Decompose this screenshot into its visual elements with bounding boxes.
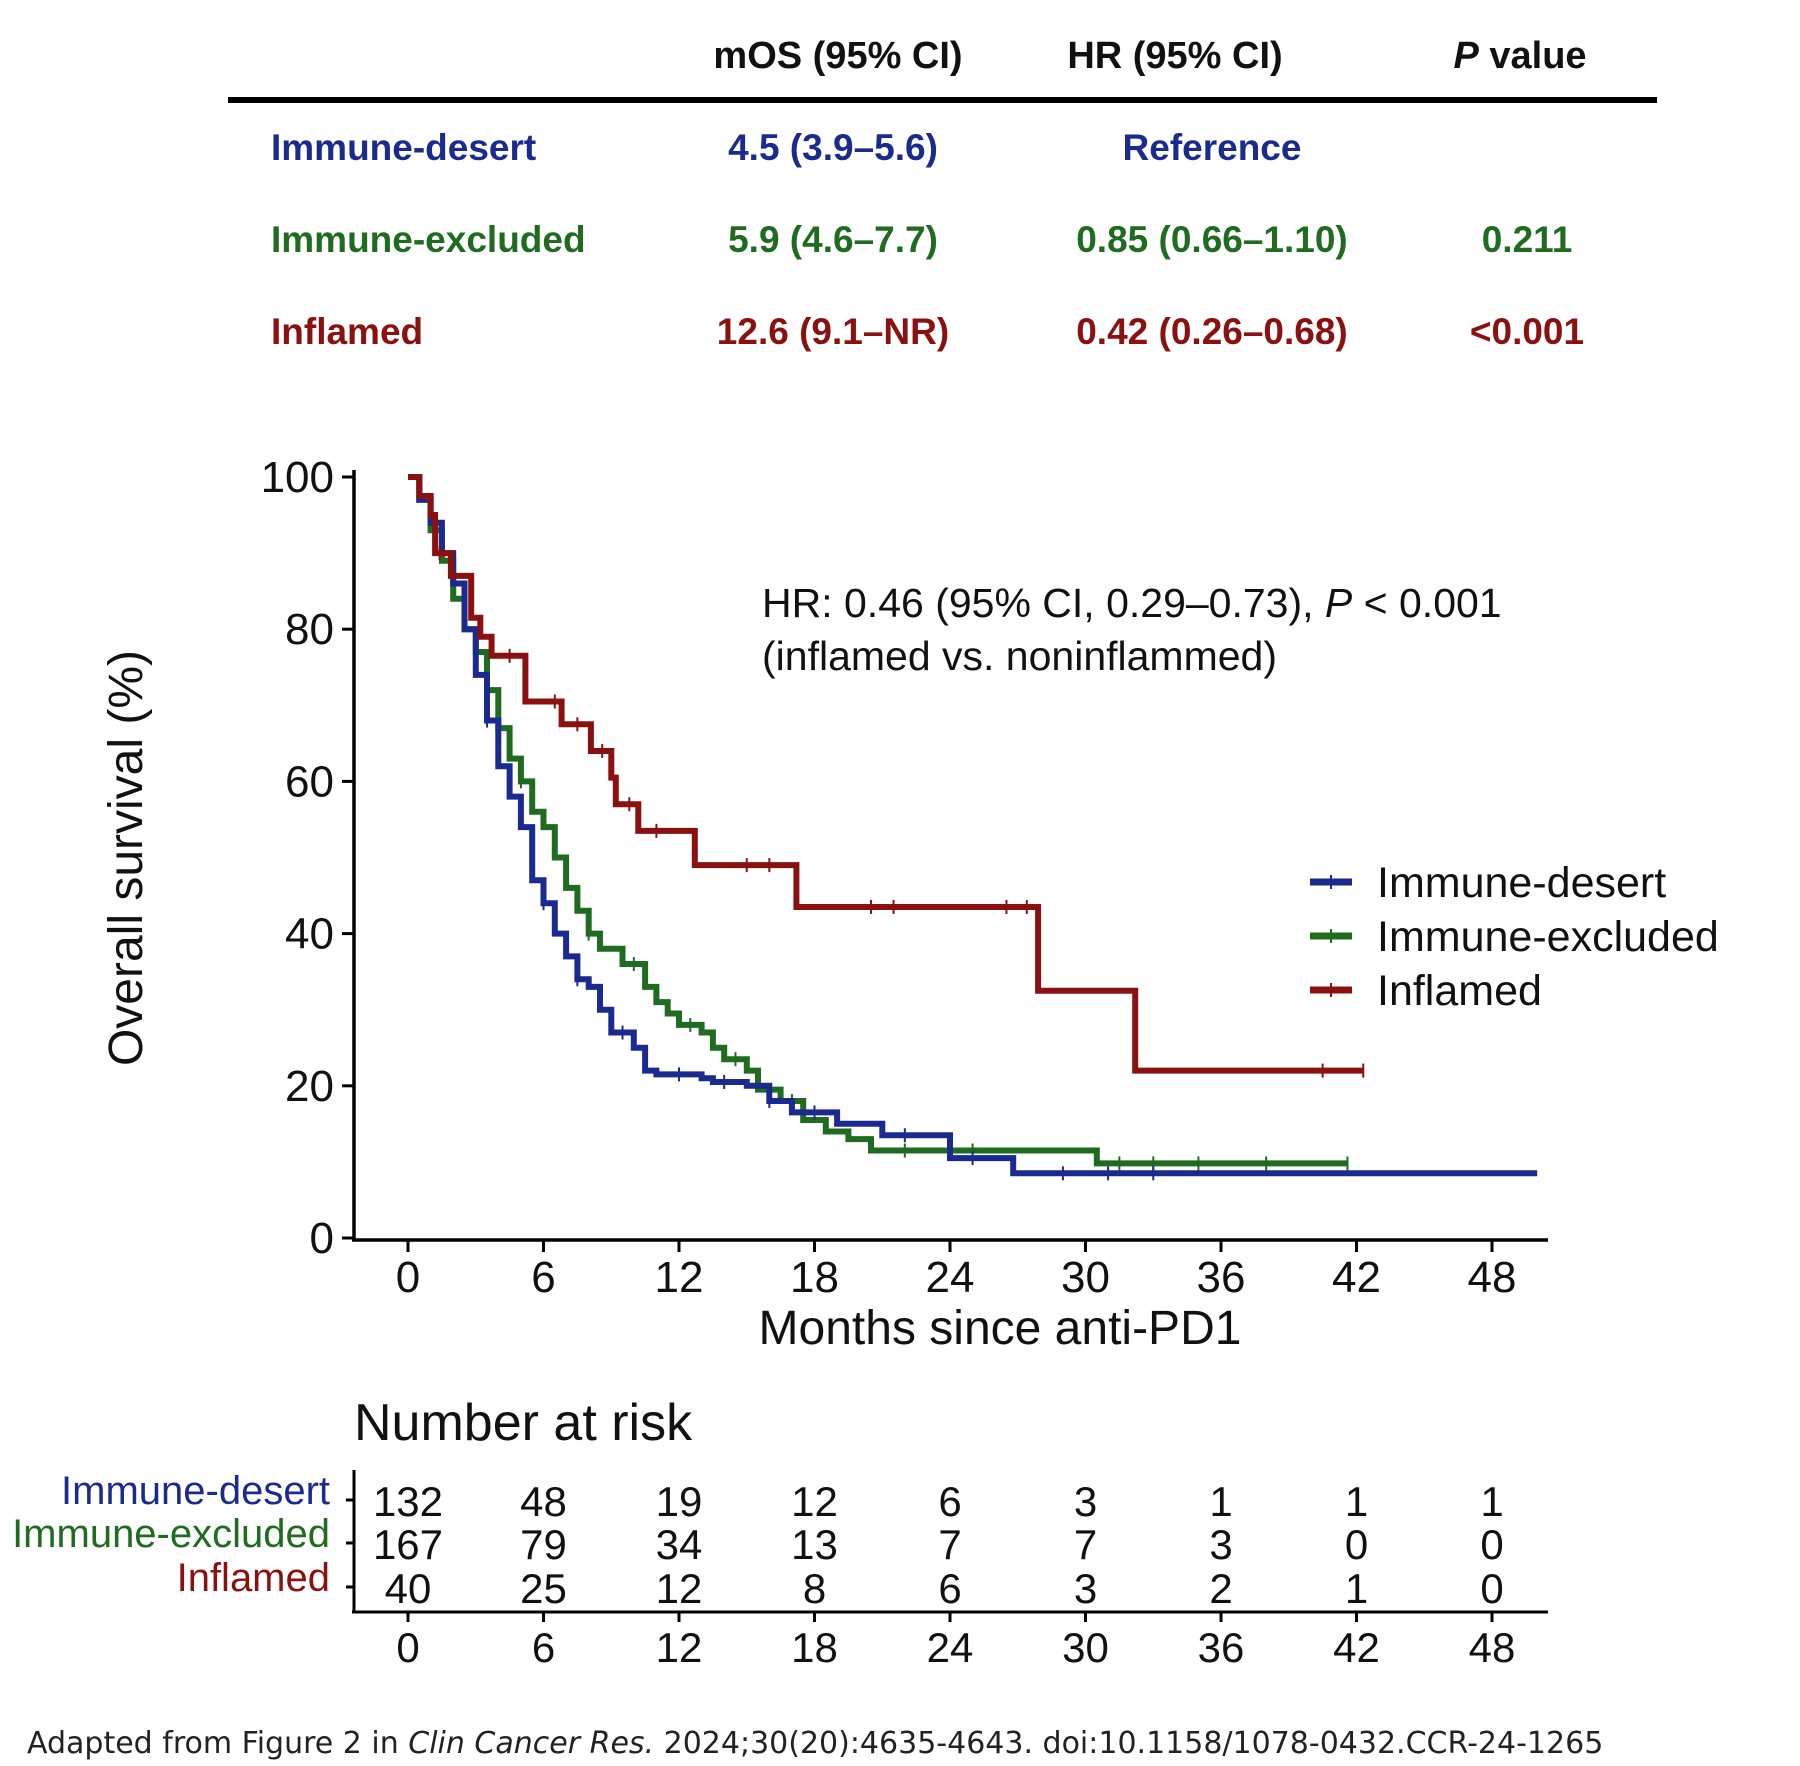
- summary-rows: Immune-desert 4.5 (3.9–5.6) Reference Immun…: [271, 127, 1584, 352]
- km-plot: 0 20 40 60 80 100 0 6 12 18 24 30 36 42 48 Overall su…: [100, 453, 1719, 1355]
- summary-group-label: Inflamed: [271, 311, 423, 352]
- risk-row-label: Immune-excluded: [12, 1512, 330, 1556]
- risk-x-tick-label: 36: [1198, 1624, 1245, 1671]
- risk-value: 6: [938, 1565, 961, 1612]
- citation-journal: Clin Cancer Res.: [408, 1726, 654, 1761]
- risk-value: 19: [656, 1478, 703, 1525]
- km-curve-immune-desert: [408, 474, 1538, 1177]
- risk-value: 3: [1074, 1565, 1097, 1612]
- summary-p-value: 0.211: [1482, 219, 1573, 260]
- risk-x-tick-label: 18: [791, 1624, 838, 1671]
- summary-p-value: <0.001: [1470, 311, 1584, 352]
- risk-value: 7: [938, 1521, 961, 1568]
- risk-value: 13: [791, 1521, 838, 1568]
- risk-x-tick-label: 6: [532, 1624, 555, 1671]
- risk-value: 40: [385, 1565, 432, 1612]
- risk-value: 12: [791, 1478, 838, 1525]
- legend-label: Immune-desert: [1377, 859, 1666, 907]
- y-axis-label: Overall survival (%): [100, 650, 153, 1066]
- x-tick-label: 24: [926, 1253, 975, 1302]
- summary-group-label: Immune-desert: [271, 127, 536, 168]
- risk-x-tick-label: 24: [927, 1624, 974, 1671]
- y-ticks: 0 20 40 60 80 100: [261, 453, 354, 1263]
- risk-value: 1: [1480, 1478, 1503, 1525]
- y-tick-label: 80: [285, 605, 334, 654]
- x-axis-label: Months since anti-PD1: [759, 1302, 1242, 1355]
- header-mos: mOS (95% CI): [713, 35, 962, 77]
- summary-mos-value: 4.5 (3.9–5.6): [728, 127, 938, 168]
- hr-annotation-suffix: < 0.001: [1352, 580, 1501, 626]
- x-ticks: 0 6 12 18 24 30 36 42 48: [396, 1240, 1517, 1302]
- risk-table-title: Number at risk: [354, 1394, 693, 1452]
- risk-value: 6: [938, 1478, 961, 1525]
- header-rule: [228, 97, 1657, 103]
- risk-x-tick-label: 12: [656, 1624, 703, 1671]
- risk-value: 3: [1209, 1521, 1232, 1568]
- x-tick-label: 18: [790, 1253, 839, 1302]
- y-tick-label: 100: [261, 453, 334, 502]
- risk-value: 2: [1209, 1565, 1232, 1612]
- header-hr: HR (95% CI): [1067, 35, 1282, 77]
- x-tick-label: 0: [396, 1253, 420, 1302]
- x-tick-label: 12: [655, 1253, 704, 1302]
- risk-x-tick-label: 0: [396, 1624, 419, 1671]
- risk-value: 1: [1209, 1478, 1232, 1525]
- risk-rows: Immune-desert 132 48 19 12 6 3 1 1 1Immune-exclud…: [12, 1469, 1504, 1612]
- legend: Immune-desert Immune-excluded Inflamed: [1310, 859, 1719, 1015]
- risk-value: 12: [656, 1565, 703, 1612]
- risk-value: 25: [520, 1565, 567, 1612]
- risk-table: Number at risk Immune-desert 132 48 19 12 6 3 1…: [12, 1394, 1548, 1671]
- summary-group-label: Immune-excluded: [271, 219, 586, 260]
- risk-value: 34: [656, 1521, 703, 1568]
- header-p-rest: value: [1479, 35, 1587, 77]
- citation-prefix: Adapted from Figure 2 in: [27, 1726, 408, 1761]
- km-curve-inflamed: [408, 474, 1364, 1074]
- citation: Adapted from Figure 2 in Clin Cancer Res…: [27, 1726, 1603, 1761]
- risk-x-tick-label: 42: [1333, 1624, 1380, 1671]
- x-tick-label: 42: [1332, 1253, 1381, 1302]
- y-tick-label: 60: [285, 757, 334, 806]
- summary-mos-value: 12.6 (9.1–NR): [717, 311, 949, 352]
- risk-value: 7: [1074, 1521, 1097, 1568]
- risk-value: 167: [373, 1521, 443, 1568]
- header-p-italic: P: [1453, 35, 1479, 77]
- x-tick-label: 6: [531, 1253, 555, 1302]
- citation-suffix: 2024;30(20):4635-4643. doi:10.1158/1078-…: [654, 1726, 1603, 1761]
- hr-annotation-p: P: [1325, 580, 1353, 626]
- hr-annotation-line2: (inflamed vs. noninflammed): [762, 633, 1277, 679]
- legend-label: Immune-excluded: [1377, 913, 1719, 961]
- hr-annotation-line1: HR: 0.46 (95% CI, 0.29–0.73), P < 0.001: [762, 580, 1502, 626]
- risk-value: 132: [373, 1478, 443, 1525]
- risk-value: 8: [803, 1565, 826, 1612]
- x-tick-label: 36: [1197, 1253, 1246, 1302]
- survival-curves: [408, 474, 1538, 1181]
- y-tick-label: 40: [285, 910, 334, 959]
- risk-row-label: Immune-desert: [61, 1469, 330, 1513]
- risk-value: 3: [1074, 1478, 1097, 1525]
- summary-mos-value: 5.9 (4.6–7.7): [728, 219, 938, 260]
- x-tick-label: 30: [1061, 1253, 1110, 1302]
- summary-hr-value: 0.42 (0.26–0.68): [1076, 311, 1348, 352]
- header-p-value: P value: [1453, 35, 1586, 77]
- summary-hr-value: 0.85 (0.66–1.10): [1076, 219, 1348, 260]
- risk-x-ticks: 0 6 12 18 24 30 36 42 48: [396, 1612, 1515, 1671]
- summary-hr-value: Reference: [1123, 127, 1302, 168]
- hr-annotation-prefix: HR: 0.46 (95% CI, 0.29–0.73),: [762, 580, 1325, 626]
- y-tick-label: 0: [310, 1214, 334, 1263]
- risk-row-label: Inflamed: [177, 1556, 330, 1600]
- risk-value: 0: [1480, 1521, 1503, 1568]
- y-tick-label: 20: [285, 1062, 334, 1111]
- summary-table: mOS (95% CI) HR (95% CI) P value Immune-…: [228, 35, 1657, 352]
- risk-value: 0: [1345, 1521, 1368, 1568]
- risk-x-tick-label: 48: [1469, 1624, 1516, 1671]
- risk-x-tick-label: 30: [1062, 1624, 1109, 1671]
- legend-label: Inflamed: [1377, 967, 1542, 1015]
- x-tick-label: 48: [1468, 1253, 1517, 1302]
- risk-value: 79: [520, 1521, 567, 1568]
- risk-value: 1: [1345, 1565, 1368, 1612]
- risk-value: 48: [520, 1478, 567, 1525]
- risk-value: 1: [1345, 1478, 1368, 1525]
- risk-value: 0: [1480, 1565, 1503, 1612]
